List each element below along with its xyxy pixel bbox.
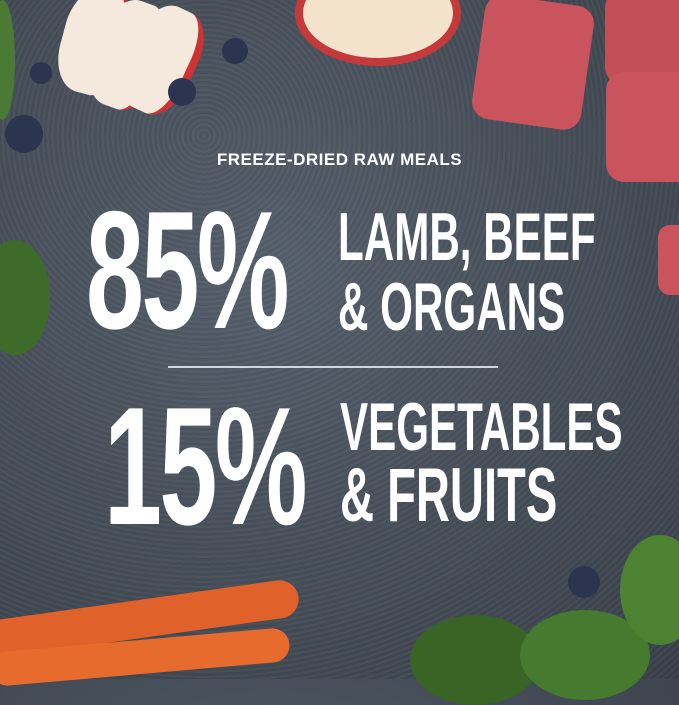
stat-label-line1: VEGETABLES [340,389,623,465]
stat-label-line1: LAMB, BEEF [338,199,596,275]
spinach-image [620,535,679,645]
blueberry-image [30,62,52,84]
stat-percent: 15% [104,372,308,560]
blueberry-image [222,38,248,64]
spinach-image [0,0,15,120]
stat-label-line2: & ORGANS [338,269,566,345]
stat-percent: 85% [86,176,290,364]
meat-image [469,0,597,133]
stat-label-line2: & FRUITS [340,453,558,538]
blueberry-image [5,115,43,153]
blueberry-image [568,566,600,598]
subtitle: FREEZE-DRIED RAW MEALS [216,150,463,169]
meat-image [606,72,679,182]
divider [168,366,498,368]
blueberry-image [168,78,196,106]
meat-image [605,0,679,85]
meat-image [658,225,679,295]
